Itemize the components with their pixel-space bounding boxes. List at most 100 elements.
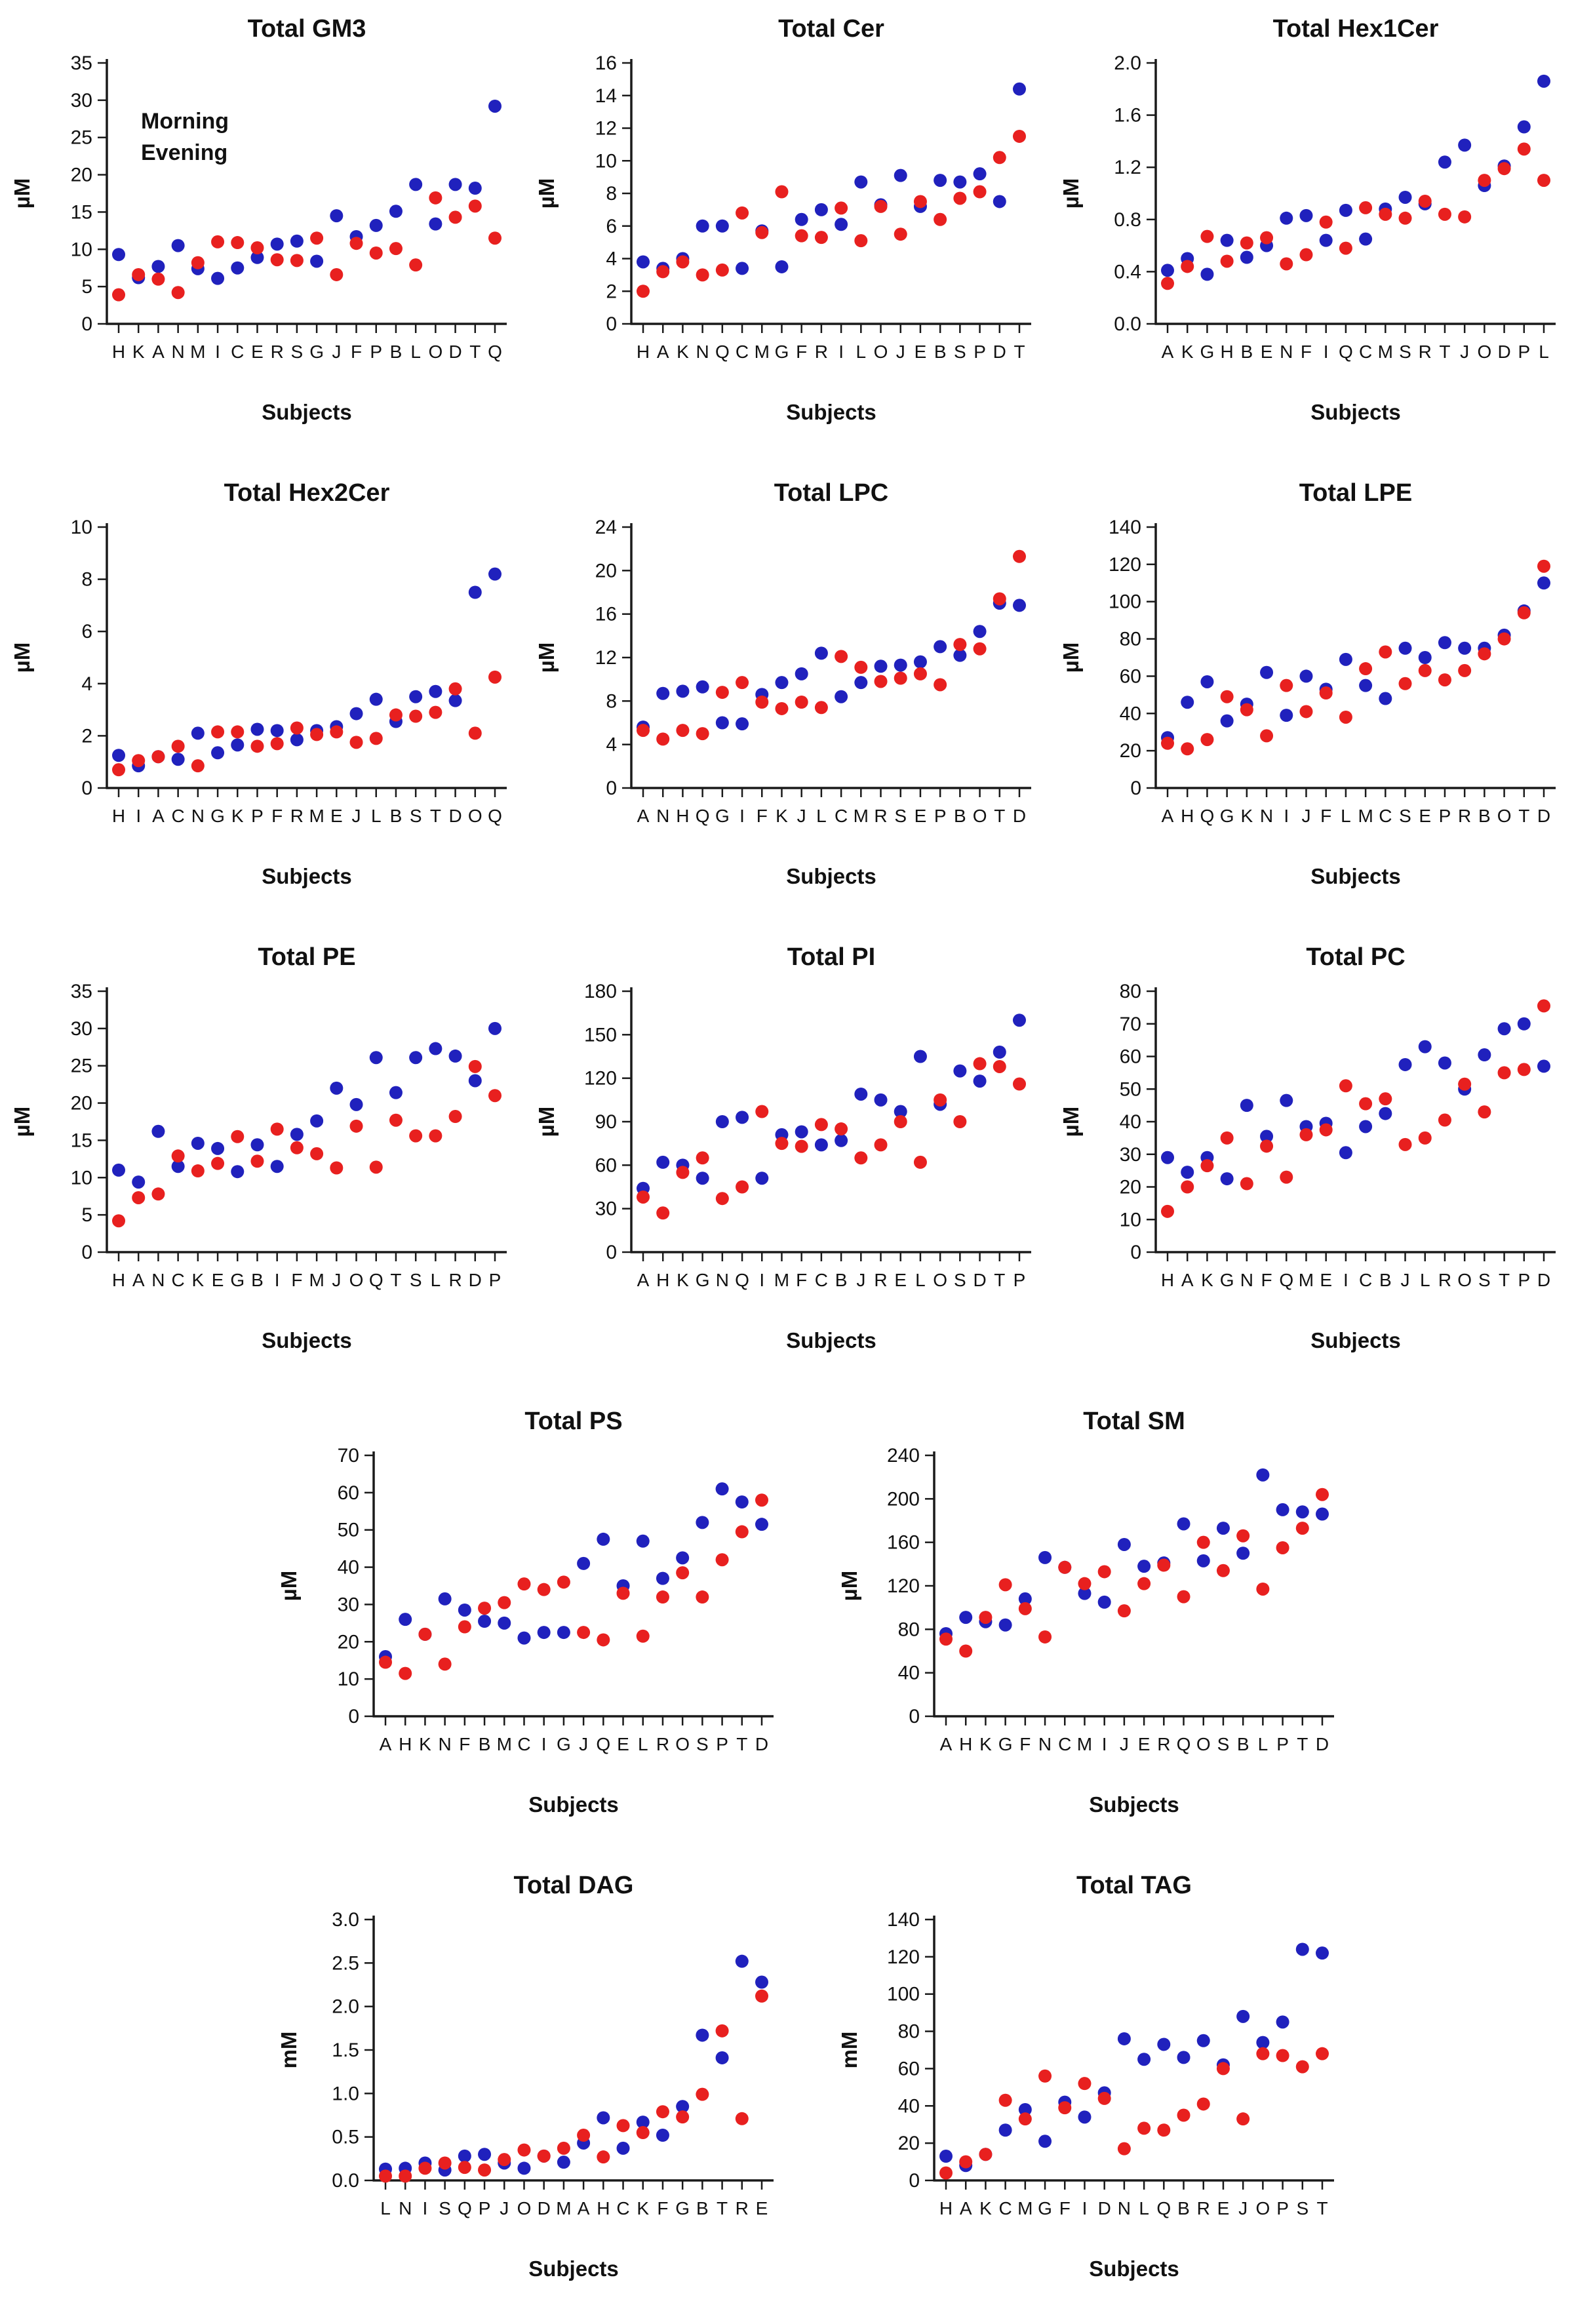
data-point-morning	[498, 1596, 511, 1609]
data-point-morning	[656, 1590, 669, 1604]
data-point-morning	[1137, 1577, 1151, 1590]
data-point-evening	[517, 1631, 531, 1645]
x-tick-label: M	[774, 1270, 789, 1290]
y-tick-label: 40	[1119, 1111, 1141, 1133]
y-tick-label: 50	[1119, 1078, 1141, 1100]
data-point-morning	[428, 1129, 442, 1143]
x-tick-label: T	[1316, 2198, 1328, 2218]
data-point-evening	[478, 1615, 492, 1628]
x-tick-label: R	[874, 806, 887, 826]
x-tick-label: C	[999, 2198, 1012, 2218]
x-tick-label: E	[1260, 342, 1272, 362]
x-tick-label: D	[448, 806, 462, 826]
x-tick-label: P	[479, 2198, 491, 2218]
data-point-morning	[696, 727, 709, 741]
data-point-morning	[597, 1633, 610, 1647]
data-point-morning	[998, 1578, 1012, 1592]
data-point-evening	[1220, 233, 1234, 247]
data-point-morning	[755, 1493, 768, 1507]
data-point-evening	[1358, 1120, 1372, 1133]
x-tick-label: R	[1438, 1270, 1451, 1290]
y-tick-label: 0	[606, 1242, 617, 1263]
y-tick-label: 25	[70, 127, 92, 149]
data-point-morning	[1117, 1604, 1131, 1618]
x-tick-label: N	[191, 806, 204, 826]
figure-row-5: Total DAG 0.0 0.5 1.0 1.5 2.0 2.5 3.0 L N I S Q P J O D M…	[0, 1857, 1574, 2321]
x-tick-label: G	[557, 1734, 571, 1754]
chart-total-pi: Total PI 0 30 60 90 120 150 180 A H K G N Q I M F C B J R E L O…	[534, 943, 1031, 1352]
chart-cell: Total Hex1Cer 0.0 0.4 0.8 1.2 1.6 2.0 A K G H B E N F I…	[1050, 0, 1574, 464]
y-axis-label: µM	[1059, 642, 1083, 673]
data-point-morning	[1378, 645, 1392, 659]
data-point-morning	[1418, 194, 1432, 208]
x-tick-label: J	[1120, 1734, 1129, 1754]
x-tick-label: C	[735, 342, 748, 362]
x-tick-label: F	[657, 2198, 668, 2218]
data-point-evening	[953, 1064, 966, 1078]
data-point-evening	[1012, 1014, 1026, 1027]
data-point-evening	[696, 1172, 709, 1185]
data-point-morning	[933, 1093, 947, 1107]
data-point-morning	[151, 272, 165, 286]
x-tick-label: M	[1077, 1734, 1092, 1754]
data-point-morning	[329, 1161, 343, 1175]
x-tick-label: K	[677, 1270, 689, 1290]
y-tick-label: 5	[81, 1204, 92, 1226]
data-point-morning	[834, 201, 848, 215]
y-tick-label: 15	[70, 201, 92, 223]
data-point-evening	[1418, 651, 1432, 664]
data-point-evening	[329, 209, 343, 223]
x-tick-label: T	[429, 806, 441, 826]
x-tick-label: B	[1240, 342, 1253, 362]
data-point-evening	[1196, 2034, 1210, 2047]
data-point-evening	[428, 1042, 442, 1055]
data-point-morning	[874, 1138, 888, 1152]
data-point-morning	[1279, 257, 1293, 271]
x-tick-label: L	[370, 806, 381, 826]
x-tick-label: N	[1038, 1734, 1052, 1754]
y-tick-label: 0	[1130, 1242, 1141, 1263]
x-tick-label: I	[759, 1270, 764, 1290]
x-tick-label: C	[1358, 342, 1371, 362]
x-tick-label: B	[696, 2198, 709, 2218]
chart-cell: Total Cer 0 2 4 6 8 10 12 14 16 H A K N Q C M G F R I L O J E B S P…	[525, 0, 1050, 464]
x-tick-label: R	[1157, 1734, 1170, 1754]
data-point-evening	[448, 178, 462, 191]
x-tick-label: H	[676, 806, 689, 826]
data-point-morning	[715, 1192, 729, 1206]
x-tick-label: K	[637, 2198, 649, 2218]
x-tick-label: M	[754, 342, 769, 362]
x-tick-label: O	[972, 806, 987, 826]
x-tick-label: R	[270, 342, 283, 362]
data-point-evening	[408, 690, 422, 703]
data-point-evening	[834, 218, 848, 231]
x-tick-label: J	[500, 2198, 509, 2218]
data-point-morning	[349, 736, 363, 749]
data-point-morning	[210, 725, 224, 739]
y-tick-label: 240	[887, 1445, 920, 1467]
x-tick-label: N	[1240, 1270, 1253, 1290]
data-point-evening	[1018, 2102, 1032, 2116]
data-point-morning	[1316, 2047, 1329, 2060]
data-point-morning	[1457, 663, 1471, 677]
y-tick-label: 200	[887, 1488, 920, 1510]
data-point-evening	[894, 658, 907, 672]
figure-row-4: Total PS 0 10 20 30 40 50 60 70 A H K N F B M C I G J Q E L R O S…	[0, 1392, 1574, 1857]
y-tick-label: 12	[595, 118, 616, 140]
data-point-morning	[1117, 2142, 1131, 2156]
y-tick-label: 40	[338, 1557, 359, 1579]
data-point-morning	[1398, 1137, 1412, 1151]
x-tick-label: P	[1518, 342, 1530, 362]
x-tick-label: D	[973, 1270, 986, 1290]
x-tick-label: Q	[368, 1270, 383, 1290]
x-tick-label: L	[915, 1270, 926, 1290]
y-axis-label: µM	[837, 1571, 861, 1602]
data-point-evening	[111, 749, 125, 762]
data-point-evening	[210, 746, 224, 760]
data-point-morning	[979, 1611, 993, 1625]
y-tick-label: 8	[606, 690, 617, 712]
y-tick-label: 1.2	[1114, 157, 1141, 178]
data-point-evening	[1398, 1057, 1412, 1071]
data-point-evening	[1259, 665, 1273, 679]
x-tick-label: M	[1377, 342, 1392, 362]
